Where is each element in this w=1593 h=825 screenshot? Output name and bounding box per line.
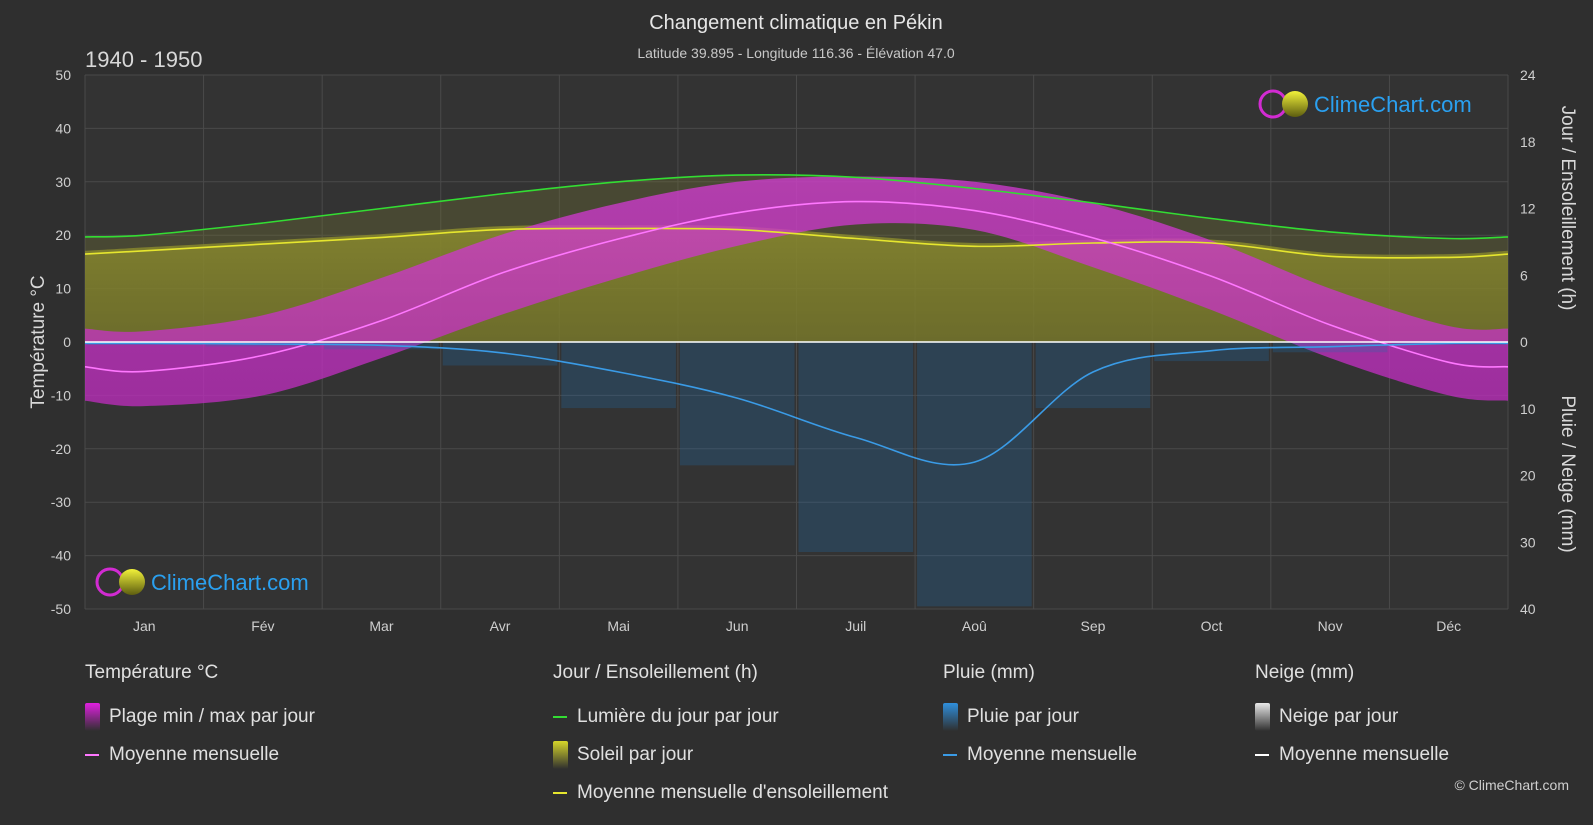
- legend-swatch: [553, 716, 567, 718]
- legend-group: Pluie (mm) Pluie par jour Moyenne mensuell…: [943, 662, 1137, 774]
- x-tick-label: Sep: [1080, 618, 1105, 634]
- legend-swatch: [943, 703, 958, 731]
- y-tick-left: -50: [51, 601, 71, 617]
- copyright: © ClimeChart.com: [1454, 777, 1569, 793]
- y-axis-right-bottom-label: Pluie / Neige (mm): [1557, 395, 1578, 552]
- legend-label: Neige par jour: [1279, 706, 1399, 727]
- x-tick-label: Déc: [1436, 618, 1461, 634]
- y-tick-right-bottom: 20: [1520, 468, 1536, 484]
- daylight-line: [85, 174, 1508, 240]
- y-tick-left: 50: [55, 67, 71, 83]
- legend-swatch: [85, 703, 100, 731]
- x-tick-label: Jun: [726, 618, 749, 634]
- legend-label: Moyenne mensuelle: [967, 744, 1138, 765]
- x-tick-label: Oct: [1201, 618, 1223, 634]
- x-tick-label: Aoû: [962, 618, 987, 634]
- x-tick-label: Jan: [133, 618, 156, 634]
- legend-item[interactable]: Moyenne mensuelle: [943, 736, 1137, 774]
- rain-bar: [442, 342, 558, 366]
- legend-item[interactable]: Lumière du jour par jour: [553, 698, 888, 736]
- legend-swatch: [1255, 754, 1269, 756]
- y-axis-left-label: Température °C: [28, 275, 49, 408]
- x-tick-label: Fév: [251, 618, 274, 634]
- rain-bar: [1154, 342, 1269, 362]
- legend-item[interactable]: Moyenne mensuelle: [85, 736, 315, 774]
- legend-item[interactable]: Plage min / max par jour: [85, 698, 315, 736]
- data-lines: [85, 174, 1508, 466]
- y-tick-right-top: 6: [1520, 267, 1528, 283]
- y-tick-right-bottom: 40: [1520, 601, 1536, 617]
- legend-group: Jour / Ensoleillement (h) Lumière du jour…: [553, 662, 888, 812]
- y-tick-left: 30: [55, 174, 71, 190]
- y-tick-right-top: 0: [1520, 334, 1528, 350]
- chart-subtitle: Latitude 39.895 - Longitude 116.36 - Élé…: [637, 45, 955, 61]
- y-tick-left: -20: [51, 441, 71, 457]
- x-tick-label: Avr: [490, 618, 511, 634]
- temperature-range-area: [85, 176, 1508, 407]
- legend-label: Pluie par jour: [967, 706, 1079, 727]
- legend-label: Lumière du jour par jour: [577, 706, 779, 727]
- legend-item[interactable]: Moyenne mensuelle: [1255, 736, 1449, 774]
- period-label: 1940 - 1950: [85, 47, 202, 72]
- legend-swatch: [1255, 703, 1270, 731]
- y-tick-left: -30: [51, 494, 71, 510]
- rain-bar: [798, 342, 914, 552]
- legend-label: Moyenne mensuelle: [109, 744, 280, 765]
- data-areas: [85, 174, 1508, 607]
- logo-sun-icon: [119, 569, 145, 595]
- logo-sun-icon: [1282, 91, 1308, 117]
- y-tick-left: -10: [51, 387, 71, 403]
- brand-logo-top[interactable]: ClimeChart.com: [1258, 89, 1472, 119]
- brand-text-bottom: ClimeChart.com: [151, 570, 309, 595]
- axes: 50 40 30 20 10 0 -10 -20 -30 -40 -50 24 18 12 6 0 10 20 30…: [51, 67, 1536, 634]
- rain-bar: [917, 342, 1032, 607]
- x-tick-label: Mai: [607, 618, 630, 634]
- brand-text-top: ClimeChart.com: [1314, 92, 1472, 117]
- y-tick-right-top: 24: [1520, 67, 1536, 83]
- legend-group-title: Température °C: [85, 662, 219, 683]
- y-tick-left: 10: [55, 281, 71, 297]
- rain-mean-line: [85, 342, 1508, 466]
- y-tick-right-bottom: 10: [1520, 401, 1536, 417]
- legend-group: Température °C Plage min / max par jour Mo…: [85, 662, 315, 774]
- legend-label: Soleil par jour: [577, 744, 694, 765]
- legend-swatch: [553, 741, 568, 769]
- legend-swatch: [85, 754, 99, 756]
- x-tick-label: Juil: [845, 618, 866, 634]
- legend-group-title: Pluie (mm): [943, 662, 1035, 683]
- y-tick-right-bottom: 30: [1520, 534, 1536, 550]
- climate-chart: Changement climatique en Pékin Latitude …: [28, 12, 1578, 634]
- y-axis-right-top-label: Jour / Ensoleillement (h): [1557, 106, 1578, 311]
- legend-item[interactable]: Soleil par jour: [553, 736, 888, 774]
- brand-logo-bottom[interactable]: ClimeChart.com: [95, 567, 309, 597]
- rain-bar: [679, 342, 795, 466]
- chart-title: Changement climatique en Pékin: [649, 12, 943, 34]
- legend-label: Moyenne mensuelle d'ensoleillement: [577, 782, 888, 803]
- legend-item[interactable]: Neige par jour: [1255, 698, 1449, 736]
- legend-item[interactable]: Pluie par jour: [943, 698, 1137, 736]
- y-tick-left: 0: [63, 334, 71, 350]
- y-tick-left: -40: [51, 548, 71, 564]
- legend-group-title: Jour / Ensoleillement (h): [553, 662, 758, 683]
- rain-bar: [1035, 342, 1151, 409]
- x-tick-label: Nov: [1318, 618, 1343, 634]
- sunshine-line: [85, 227, 1508, 259]
- y-tick-right-top: 12: [1520, 201, 1536, 217]
- legend-swatch: [943, 754, 957, 756]
- y-tick-left: 20: [55, 227, 71, 243]
- legend-group: Neige (mm) Neige par jour Moyenne mensuell…: [1255, 662, 1449, 774]
- legend-swatch: [553, 792, 567, 794]
- legend-group-title: Neige (mm): [1255, 662, 1355, 683]
- y-tick-right-top: 18: [1520, 134, 1536, 150]
- rain-bar: [561, 342, 676, 409]
- x-tick-label: Mar: [369, 618, 393, 634]
- legend-label: Plage min / max par jour: [109, 706, 315, 727]
- legend-item[interactable]: Moyenne mensuelle d'ensoleillement: [553, 774, 888, 812]
- legend-label: Moyenne mensuelle: [1279, 744, 1450, 765]
- y-tick-left: 40: [55, 120, 71, 136]
